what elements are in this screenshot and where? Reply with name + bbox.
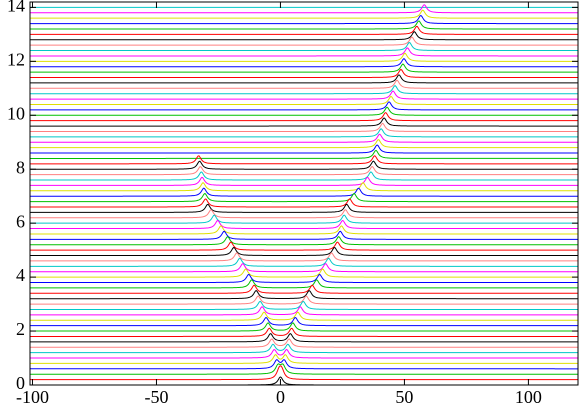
trace: [30, 171, 578, 181]
trace: [30, 338, 578, 348]
trace: [30, 9, 578, 19]
trace: [30, 42, 578, 52]
y-tick-label: 0: [16, 373, 25, 393]
trace: [30, 365, 578, 381]
trace: [30, 47, 578, 57]
trace: [30, 203, 578, 213]
trace: [30, 144, 578, 154]
trace: [30, 14, 578, 25]
trace: [30, 149, 578, 159]
trace: [30, 327, 578, 337]
trace: [30, 284, 578, 294]
trace: [30, 311, 578, 321]
y-tick-label: 10: [7, 103, 25, 123]
trace: [30, 63, 578, 73]
trace: [30, 290, 578, 300]
trace: [30, 166, 578, 176]
trace: [30, 363, 578, 375]
trace: [30, 4, 578, 14]
trace: [30, 31, 578, 41]
trace: [30, 214, 578, 224]
y-tick-label: 14: [7, 0, 25, 16]
traces: [30, 4, 578, 386]
trace: [30, 20, 578, 30]
trace: [30, 300, 578, 310]
x-tick-label: -50: [144, 387, 168, 407]
trace: [30, 192, 578, 203]
trace: [30, 90, 578, 100]
trace: [30, 122, 578, 132]
trace: [30, 182, 578, 192]
trace: [30, 230, 578, 240]
trace: [30, 128, 578, 138]
trace: [30, 348, 578, 359]
x-tick-label: 50: [395, 387, 413, 407]
trace: [30, 257, 578, 267]
x-tick-label: 100: [515, 387, 542, 407]
trace: [30, 101, 578, 111]
trace: [30, 268, 578, 278]
trace: [30, 58, 578, 68]
trace: [30, 74, 578, 84]
trace: [30, 112, 578, 122]
trace: [30, 262, 578, 273]
trace: [30, 160, 578, 170]
trace: [30, 209, 578, 219]
trace: [30, 25, 578, 35]
trace: [30, 225, 578, 235]
x-tick-label: 0: [276, 387, 285, 407]
trace: [30, 317, 578, 327]
plot-frame: [29, 1, 579, 386]
trace: [30, 187, 578, 197]
trace: [30, 295, 578, 305]
trace: [30, 246, 578, 257]
trace: [30, 279, 578, 289]
trace: [30, 252, 578, 262]
y-tick-label: 8: [16, 157, 25, 177]
trace: [30, 332, 578, 343]
trace: [30, 241, 578, 251]
trace: [30, 52, 578, 62]
trace: [30, 322, 578, 332]
trace: [30, 106, 578, 116]
trace: [30, 176, 578, 186]
trace: [30, 79, 578, 89]
trace: [30, 273, 578, 284]
trace: [30, 68, 578, 79]
trace: [30, 354, 578, 364]
trace: [30, 220, 578, 230]
trace: [30, 155, 578, 165]
trace: [30, 133, 578, 143]
y-tick-label: 12: [7, 49, 25, 69]
trace: [30, 198, 578, 208]
x-tick-label: -100: [16, 387, 49, 407]
trace: [30, 343, 578, 354]
y-tick-label: 2: [16, 319, 25, 339]
trace: [30, 358, 578, 370]
y-tick-label: 6: [16, 211, 25, 231]
trace: [30, 117, 578, 127]
trace: [30, 236, 578, 246]
trace: [30, 95, 578, 105]
trace: [30, 306, 578, 316]
trace: [30, 36, 578, 46]
trace: [30, 376, 578, 386]
trace: [30, 85, 578, 95]
trace: [30, 139, 578, 149]
y-tick-label: 4: [16, 265, 25, 285]
